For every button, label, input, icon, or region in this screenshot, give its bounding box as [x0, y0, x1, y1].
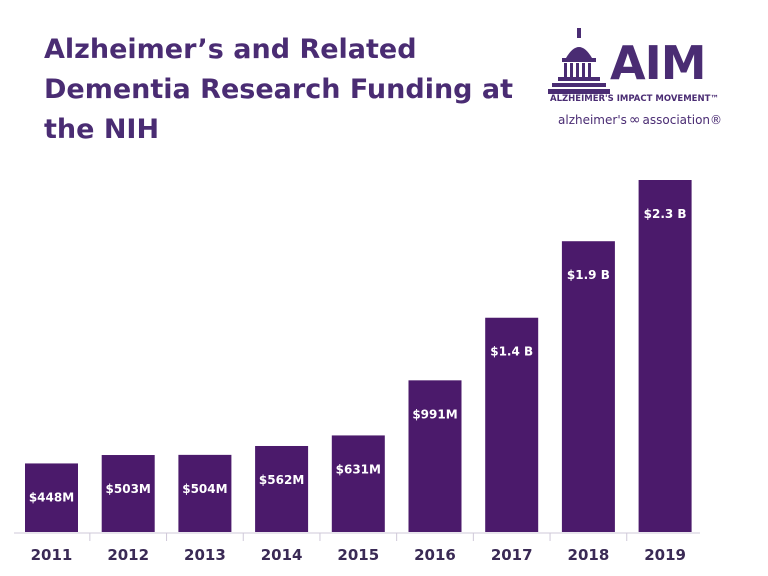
data-label-2011: $448M [29, 490, 74, 504]
aim-logo: AIM ALZHEIMER'S IMPACT MOVEMENT™ alzheim… [548, 26, 728, 136]
bar-2016 [408, 380, 462, 532]
x-tick-2013: 2013 [184, 546, 226, 564]
association-left-text: alzheimer's [558, 113, 627, 127]
x-tick-2018: 2018 [568, 546, 610, 564]
x-tick-2016: 2016 [414, 546, 456, 564]
data-label-2018: $1.9 B [567, 268, 610, 282]
bars-group: $448M $503M $504M $562M $631M $991M $1.4 B $1.9… [25, 180, 692, 532]
bar-2019 [638, 180, 692, 532]
x-tick-2019: 2019 [644, 546, 686, 564]
bar-2015 [331, 435, 385, 532]
data-label-2012: $503M [106, 482, 151, 496]
association-right-text: association® [642, 113, 723, 127]
association-symbol-icon: ∞ [628, 112, 641, 128]
data-label-2017: $1.4 B [490, 345, 533, 359]
alzheimers-association-wordmark: alzheimer's ∞ association® [558, 112, 728, 128]
data-label-2014: $562M [259, 473, 304, 487]
x-tick-2015: 2015 [337, 546, 379, 564]
aim-wordmark: AIM [610, 36, 706, 90]
bar-2012 [101, 455, 155, 532]
data-label-2015: $631M [336, 462, 381, 476]
aim-subtitle: ALZHEIMER'S IMPACT MOVEMENT™ [550, 94, 719, 104]
bar-2014 [255, 445, 309, 532]
bar-2013 [178, 454, 232, 532]
chart-title: Alzheimer’s and Related Dementia Researc… [44, 34, 514, 145]
x-axis-ticks: 2011 2012 2013 2014 2015 2016 2017 2018 2019 [31, 533, 686, 564]
bar-2018 [561, 241, 615, 532]
capitol-dome-icon [548, 28, 610, 94]
data-label-2013: $504M [182, 482, 227, 496]
x-tick-2014: 2014 [261, 546, 303, 564]
bar-2017 [485, 317, 539, 532]
bar-2011 [25, 463, 78, 532]
x-tick-2012: 2012 [107, 546, 149, 564]
x-tick-2011: 2011 [31, 546, 73, 564]
x-tick-2017: 2017 [491, 546, 533, 564]
data-label-2016: $991M [412, 407, 457, 421]
data-label-2019: $2.3 B [644, 207, 687, 221]
